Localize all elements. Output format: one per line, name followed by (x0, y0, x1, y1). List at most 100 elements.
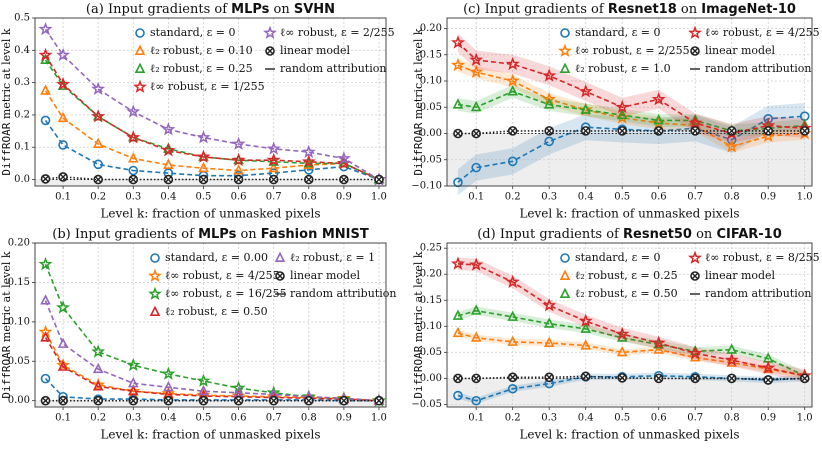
legend-label: ℓ₂ robust, ε = 0.50 (165, 305, 268, 318)
x-tick-label: 0.8 (724, 192, 740, 203)
x-tick-label: 0.7 (687, 192, 703, 203)
legend-label: standard, ε = 0 (575, 251, 661, 264)
data-point (690, 126, 701, 136)
legend-label: standard, ε = 0 (150, 26, 236, 39)
data-point (127, 384, 139, 396)
x-tick-label: 0.6 (651, 413, 667, 424)
y-tick-label: 0.05 (420, 347, 442, 358)
data-point (58, 140, 68, 150)
legend-label: ℓ∞ robust, ε = 1/255 (150, 80, 265, 93)
data-point (505, 73, 520, 87)
data-point (126, 357, 141, 372)
series-line (457, 130, 805, 135)
legend-item: ℓ∞ robust, ε = 16/255 (148, 286, 287, 300)
series-line (457, 375, 805, 381)
series-star-3 (450, 256, 812, 382)
x-tick-label: 0.5 (614, 413, 630, 424)
legend-item: standard, ε = 0 (560, 26, 661, 39)
x-tick-label: 0.1 (468, 192, 484, 203)
series-line (44, 59, 380, 181)
x-tick-label: 0.4 (578, 192, 594, 203)
data-point (92, 137, 104, 148)
data-point (690, 373, 701, 384)
data-point (196, 130, 211, 144)
data-point (470, 331, 482, 342)
data-point (38, 47, 53, 62)
legend-item: standard, ε = 0 (560, 251, 661, 264)
legend-item: random attribution (275, 287, 396, 300)
series-band (457, 306, 805, 380)
legend-item: ℓ₂ robust, ε = 1.0 (559, 62, 671, 75)
data-point (93, 159, 103, 170)
legend-label: ℓ∞ robust, ε = 2/255 (280, 26, 395, 39)
y-tick-label: 0.00 (8, 395, 30, 406)
x-tick-label: 0.1 (55, 192, 71, 203)
series-band (457, 85, 805, 138)
x-tick-label: 0.6 (651, 192, 667, 203)
legend-label: random attribution (290, 287, 396, 300)
data-point (580, 339, 592, 350)
data-point (578, 102, 593, 116)
data-point (543, 317, 555, 328)
y-tick-label: 0.4 (14, 45, 30, 56)
series-line (457, 42, 805, 135)
x-tick-label: 0.8 (301, 413, 317, 424)
chart-panel-3: (d) Input gradients of Resnet50 on CIFAR… (411, 227, 819, 442)
series-line (44, 378, 379, 402)
data-point (761, 360, 776, 374)
data-point (92, 110, 104, 121)
data-point (452, 98, 464, 109)
series-x-circle-4 (453, 126, 810, 139)
x-tick-label: 0.2 (505, 192, 521, 203)
x-tick-label: 0.2 (90, 192, 106, 203)
data-point (651, 92, 666, 106)
data-point (92, 380, 104, 391)
legend-marker (690, 271, 700, 281)
series-line (457, 263, 805, 377)
data-point (578, 313, 593, 328)
legend-label: ℓ∞ robust, ε = 8/255 (705, 251, 820, 264)
data-point (470, 304, 482, 315)
data-point (452, 309, 464, 320)
legend-label: random attribution (705, 62, 811, 75)
data-point (580, 322, 592, 333)
data-point (580, 103, 592, 114)
data-point (56, 47, 71, 62)
legend-label: linear model (280, 44, 351, 57)
legend-label: ℓ∞ robust, ε = 16/255 (165, 287, 287, 300)
data-point (198, 384, 209, 396)
data-point (128, 165, 139, 176)
series-circle-0 (40, 373, 384, 406)
x-tick-label: 0.6 (231, 413, 247, 424)
x-tick-label: 0.4 (578, 413, 594, 424)
y-tick-label: 0.2 (14, 109, 30, 120)
x-tick-label: 0.2 (90, 413, 106, 424)
y-tick-label: 0.00 (420, 128, 442, 139)
data-point (450, 57, 465, 72)
series-line (457, 309, 806, 377)
x-tick-label: 0.9 (760, 413, 776, 424)
series-line (457, 64, 805, 148)
y-tick-label: 0.3 (14, 77, 30, 88)
data-point (301, 154, 316, 168)
series-line (44, 90, 380, 181)
axes-frame (446, 17, 813, 187)
x-tick-label: 0.3 (541, 413, 557, 424)
data-point (724, 352, 739, 367)
legend: standard, ε = 0 ℓ∞ robust, ε = 2/255 ℓ₂ ro… (558, 25, 820, 75)
x-tick-label: 0.9 (760, 192, 776, 203)
legend-item: linear model (275, 269, 361, 282)
axes-frame (34, 242, 387, 408)
legend-marker (560, 28, 570, 38)
data-point (615, 99, 630, 114)
legend: standard, ε = 0 ℓ₂ robust, ε = 0.25 ℓ₂ rob… (559, 250, 820, 300)
series-star-1 (38, 324, 386, 407)
data-point (40, 294, 51, 305)
data-point (163, 380, 174, 392)
legend-item: linear model (690, 44, 776, 57)
data-point (471, 162, 482, 173)
negative-region-shade (35, 179, 386, 186)
legend-marker (558, 43, 572, 57)
data-point (161, 122, 176, 136)
x-tick-label: 1.0 (797, 413, 813, 424)
